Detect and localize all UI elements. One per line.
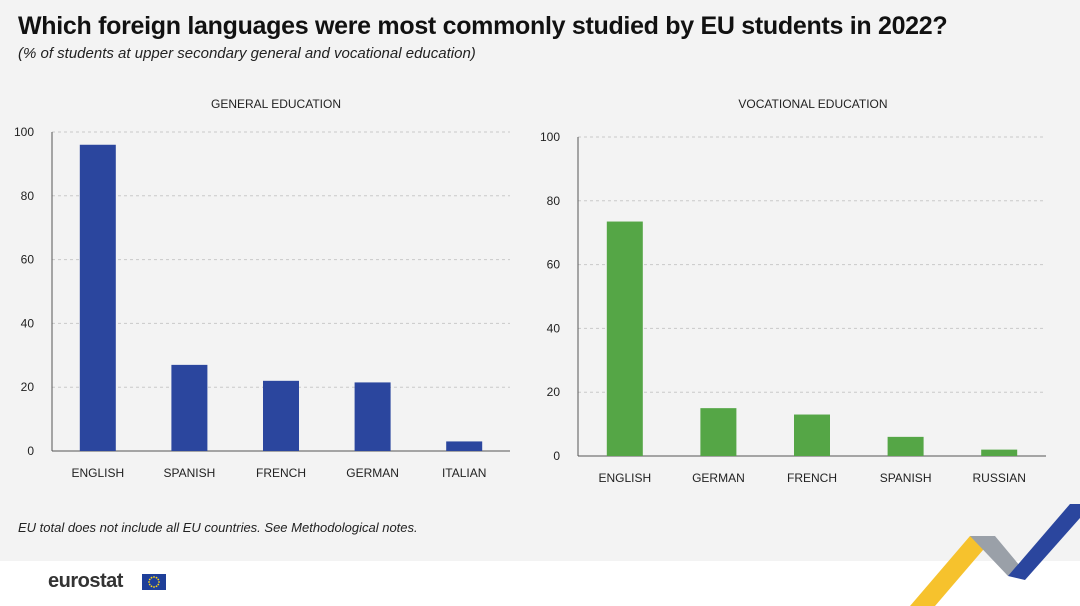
vocational-bar-french	[794, 414, 830, 456]
general-bar-spanish	[171, 364, 208, 451]
vocational-bar-russian	[981, 449, 1018, 456]
vocational-y-tick-label: 20	[547, 385, 561, 399]
footnote: EU total does not include all EU countri…	[18, 520, 418, 535]
vocational-y-tick-label: 40	[547, 321, 561, 335]
general-y-tick-label: 100	[14, 125, 34, 139]
vocational-category-label: SPANISH	[880, 471, 932, 485]
general-category-label: FRENCH	[256, 466, 306, 480]
general-category-label: ENGLISH	[71, 466, 124, 480]
general-y-tick-label: 60	[21, 253, 35, 267]
general-bar-english	[79, 144, 116, 451]
charts-canvas: GENERAL EDUCATION 0 20 40 60 80 100 ENGLISH SPAN…	[14, 97, 1046, 485]
vocational-bar-spanish	[887, 436, 924, 456]
general-y-tick-label: 0	[27, 444, 34, 458]
vocational-category-label: RUSSIAN	[973, 471, 1026, 485]
vocational-y-tick-label: 60	[547, 258, 561, 272]
vocational-y-tick-label: 0	[553, 449, 560, 463]
eu-flag-icon	[142, 574, 166, 590]
general-panel-title: GENERAL EDUCATION	[211, 97, 341, 111]
vocational-bar-english	[606, 221, 643, 456]
general-bar-italian	[446, 441, 483, 451]
vocational-bar-german	[700, 408, 737, 456]
general-bar-german	[354, 382, 391, 451]
vocational-category-label: GERMAN	[692, 471, 745, 485]
vocational-panel-title: VOCATIONAL EDUCATION	[738, 97, 887, 111]
vocational-y-tick-label: 80	[547, 194, 561, 208]
decorative-chevron-icon	[910, 504, 1080, 606]
general-category-label: SPANISH	[164, 466, 216, 480]
general-category-label: ITALIAN	[442, 466, 486, 480]
eurostat-logo: eurostat	[48, 570, 123, 592]
vocational-category-label: FRENCH	[787, 471, 837, 485]
general-y-tick-label: 80	[21, 189, 35, 203]
general-category-label: GERMAN	[346, 466, 399, 480]
vocational-category-label: ENGLISH	[598, 471, 651, 485]
vocational-y-tick-label: 100	[540, 130, 560, 144]
general-bar-french	[263, 380, 299, 451]
general-y-tick-label: 40	[21, 316, 35, 330]
chart-title: Which foreign languages were most common…	[18, 12, 948, 40]
footer-bar	[0, 561, 1080, 606]
chart-subtitle: (% of students at upper secondary genera…	[18, 45, 476, 62]
general-y-tick-label: 20	[21, 380, 35, 394]
